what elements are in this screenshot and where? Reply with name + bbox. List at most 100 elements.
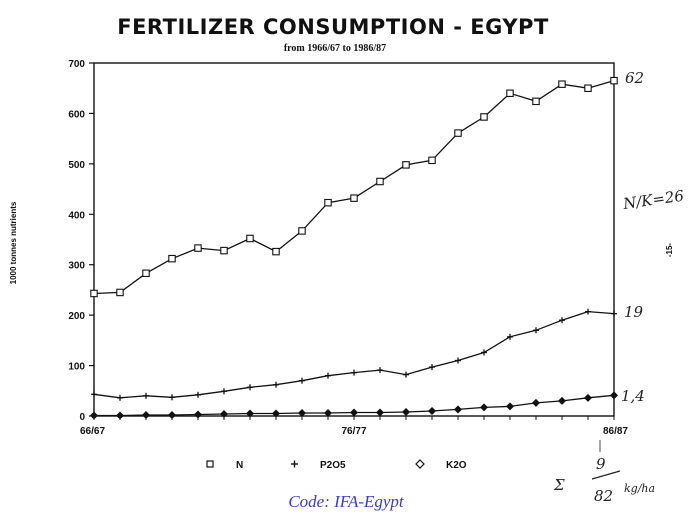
point-p2o5-76/77 <box>351 369 357 376</box>
y-axis-label: 1000 tonnes nutrients <box>9 201 18 284</box>
legend-label-p2o5: P2O5 <box>320 460 346 471</box>
point-k2o-73/74 <box>271 409 281 418</box>
point-n-84/85 <box>558 80 566 88</box>
note-n-end: 62 <box>625 69 644 87</box>
point-k2o-69/70 <box>167 410 177 419</box>
note-fraction-bar <box>591 470 621 480</box>
plot-frame <box>93 62 615 417</box>
point-k2o-86/87 <box>609 391 619 400</box>
point-n-75/76 <box>324 198 332 207</box>
point-n-76/77 <box>350 194 358 202</box>
point-n-83/84 <box>532 97 540 106</box>
legend-label-n: N <box>236 460 243 471</box>
y-tick-label-700: 700 <box>68 59 85 70</box>
y-tick-label-200: 200 <box>68 311 85 322</box>
point-k2o-76/77 <box>349 408 359 417</box>
point-k2o-66/67 <box>89 411 99 420</box>
point-k2o-80/81 <box>453 405 463 414</box>
point-p2o5-69/70 <box>169 394 175 401</box>
note-k-end: 1,4 <box>621 387 645 405</box>
point-k2o-71/72 <box>219 409 229 418</box>
note-sum-numerator: 9 <box>596 455 606 473</box>
y-tick-label-100: 100 <box>68 362 85 373</box>
point-k2o-74/75 <box>297 408 307 417</box>
point-n-68/69 <box>142 269 150 278</box>
point-p2o5-68/69 <box>143 392 149 399</box>
legend-label-k2o: K2O <box>446 460 467 471</box>
point-n-72/73 <box>246 234 254 243</box>
note-units: kg/ha <box>624 482 655 495</box>
x-axis: 66/67 76/77 86/87 <box>80 416 628 437</box>
point-n-80/81 <box>454 129 462 137</box>
point-k2o-67/68 <box>115 411 125 420</box>
y-tick-label-0: 0 <box>79 412 85 423</box>
y-tick-label-300: 300 <box>68 261 85 272</box>
point-k2o-75/76 <box>323 408 333 417</box>
point-n-66/67 <box>90 289 98 298</box>
point-p2o5-73/74 <box>273 381 279 388</box>
note-sum-symbol: Σ <box>553 476 565 494</box>
point-n-79/80 <box>428 156 436 165</box>
series-line-p2o5 <box>93 310 615 399</box>
point-k2o-79/80 <box>427 406 437 415</box>
point-n-85/86 <box>584 84 592 92</box>
point-n-78/79 <box>402 161 410 169</box>
point-p2o5-81/82 <box>481 349 487 356</box>
point-n-73/74 <box>272 247 280 256</box>
x-tick-label-76/77: 76/77 <box>341 426 366 437</box>
chart-title: FERTILIZER CONSUMPTION - EGYPT <box>117 15 549 39</box>
point-p2o5-67/68 <box>117 394 123 401</box>
point-p2o5-80/81 <box>455 357 461 364</box>
point-k2o-81/82 <box>479 403 489 412</box>
point-p2o5-84/85 <box>559 317 565 324</box>
x-tick-label-66/67: 66/67 <box>80 426 105 437</box>
point-k2o-84/85 <box>557 396 567 405</box>
point-n-86/87 <box>610 76 618 85</box>
point-n-74/75 <box>298 227 306 235</box>
point-k2o-78/79 <box>401 407 411 416</box>
point-p2o5-85/86 <box>585 308 591 315</box>
point-p2o5-66/67 <box>91 391 97 398</box>
page-number-mark: -15- <box>665 243 674 258</box>
y-tick-label-400: 400 <box>68 210 85 221</box>
point-k2o-70/71 <box>193 410 203 419</box>
point-k2o-82/83 <box>505 402 515 411</box>
point-p2o5-86/87 <box>611 310 617 317</box>
point-p2o5-75/76 <box>325 372 331 379</box>
note-sum-denominator: 82 <box>594 487 613 505</box>
y-tick-label-500: 500 <box>68 160 85 171</box>
point-p2o5-71/72 <box>221 388 227 395</box>
point-p2o5-77/78 <box>377 367 383 374</box>
y-tick-label-600: 600 <box>68 109 85 120</box>
point-n-82/83 <box>506 89 514 98</box>
handwritten-notes: 62 N/K=26 19 1,4 -15- Σ 9 82 kg/ha <box>553 69 685 505</box>
x-tick-label-86/87: 86/87 <box>603 426 628 437</box>
point-k2o-72/73 <box>245 409 255 418</box>
point-p2o5-82/83 <box>507 333 513 340</box>
point-k2o-83/84 <box>531 398 541 407</box>
point-p2o5-83/84 <box>533 327 539 334</box>
chart-subtitle: from 1966/67 to 1986/87 <box>284 43 386 54</box>
point-n-77/78 <box>376 177 384 186</box>
point-n-67/68 <box>116 288 124 297</box>
point-p2o5-79/80 <box>429 364 435 371</box>
note-nk-ratio: N/K=26 <box>621 187 685 214</box>
source-caption: Code: IFA-Egypt <box>288 492 405 511</box>
point-k2o-77/78 <box>375 408 385 417</box>
point-n-70/71 <box>194 244 202 252</box>
point-n-81/82 <box>480 113 488 121</box>
point-p2o5-72/73 <box>247 384 253 391</box>
point-p2o5-70/71 <box>195 391 201 398</box>
series-layer <box>89 76 619 420</box>
point-n-71/72 <box>220 246 228 255</box>
legend-marker-n <box>206 460 214 468</box>
point-p2o5-74/75 <box>299 377 305 384</box>
point-p2o5-78/79 <box>403 371 409 378</box>
point-n-69/70 <box>168 254 176 263</box>
point-k2o-68/69 <box>141 410 151 419</box>
note-p-end: 19 <box>624 303 644 321</box>
legend-marker-p2o5 <box>291 460 298 468</box>
y-axis: 0 100 200 300 400 500 600 700 <box>68 59 94 423</box>
point-k2o-85/86 <box>583 393 593 402</box>
